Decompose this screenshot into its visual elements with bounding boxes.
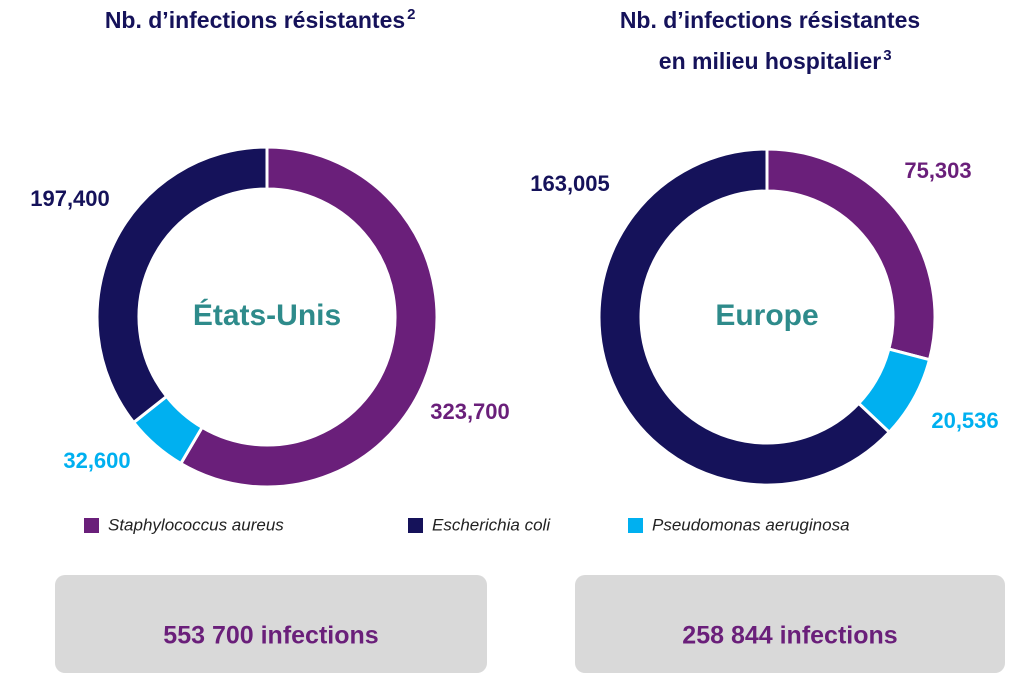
legend-marker bbox=[84, 518, 99, 533]
title-footnote: 3 bbox=[883, 47, 891, 64]
legend-label: Escherichia coli bbox=[432, 515, 551, 534]
value-label: 163,005 bbox=[530, 171, 610, 196]
legend-label: Staphylococcus aureus bbox=[108, 515, 284, 534]
value-label: 75,303 bbox=[904, 158, 971, 183]
donut-segment bbox=[95, 145, 269, 425]
center-label: États-Unis bbox=[193, 298, 341, 332]
donut-segment bbox=[178, 145, 439, 489]
value-label: 323,700 bbox=[430, 399, 510, 424]
title-footnote: 2 bbox=[407, 6, 415, 23]
donut-segment bbox=[597, 147, 892, 487]
center-label: Europe bbox=[715, 299, 818, 332]
legend-marker bbox=[628, 518, 643, 533]
legend-label: Pseudomonas aeruginosa bbox=[652, 515, 850, 534]
chart-title: Nb. d’infections résistantes bbox=[620, 7, 920, 33]
value-label: 20,536 bbox=[931, 408, 998, 433]
chart-title: Nb. d’infections résistantes bbox=[105, 7, 405, 33]
total-box bbox=[55, 575, 487, 673]
value-label: 197,400 bbox=[30, 186, 110, 211]
legend-marker bbox=[408, 518, 423, 533]
chart-title: en milieu hospitalier bbox=[659, 48, 881, 74]
total-box bbox=[575, 575, 1005, 673]
total-label: 553 700 infections bbox=[163, 622, 378, 650]
total-label: 258 844 infections bbox=[682, 622, 897, 650]
value-label: 32,600 bbox=[63, 448, 130, 473]
